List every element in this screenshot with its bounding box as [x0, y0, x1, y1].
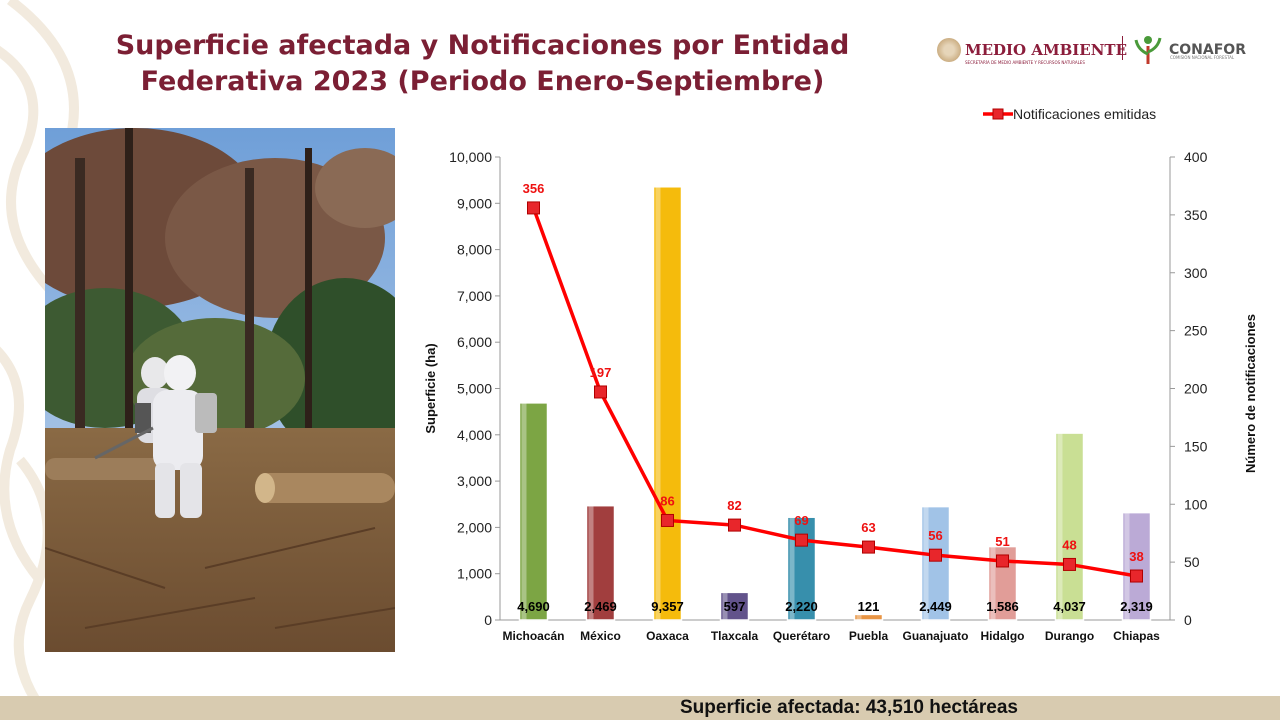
notification-marker: [728, 518, 741, 532]
notification-marker: [1063, 557, 1076, 571]
bar-highlight: [521, 402, 527, 620]
notification-value-label: 63: [861, 520, 875, 535]
left-axis-tick-label: 2,000: [457, 519, 492, 535]
bar-highlight: [655, 186, 661, 620]
notification-marker: [795, 533, 808, 547]
x-axis-category-label: Michoacán: [502, 629, 564, 643]
bar-value-label: 2,319: [1120, 599, 1153, 614]
notification-value-label: 48: [1062, 537, 1076, 552]
notification-value-label: 38: [1129, 549, 1143, 564]
left-axis-tick-label: 3,000: [457, 473, 492, 489]
notifications-line: [531, 207, 1137, 578]
x-axis-category-label: Querétaro: [773, 629, 830, 643]
bar-value-label: 2,469: [584, 599, 617, 614]
left-axis-tick-label: 7,000: [457, 288, 492, 304]
right-axis-tick-label: 150: [1184, 438, 1208, 454]
bar-highlight: [789, 517, 795, 620]
bar: [585, 504, 616, 621]
bar-value-label: 1,586: [986, 599, 1019, 614]
left-axis-tick-label: 8,000: [457, 242, 492, 258]
notification-value-label: 356: [523, 181, 545, 196]
x-axis-category-label: Chiapas: [1113, 629, 1160, 643]
notification-marker: [862, 540, 875, 554]
bar-highlight: [1057, 433, 1063, 620]
left-axis-tick-label: 6,000: [457, 334, 492, 350]
medio-ambiente-logo: MEDIO AMBIENTE SECRETARÍA DE MEDIO AMBIE…: [937, 30, 1127, 70]
conafor-logo-subtext: COMISIÓN NACIONAL FORESTAL: [1170, 55, 1235, 60]
legend-marker-swatch: [992, 108, 1004, 120]
right-axis-tick-label: 350: [1184, 207, 1208, 223]
bar: [652, 186, 683, 621]
bar: [1054, 432, 1085, 621]
notification-value-label: 86: [660, 493, 674, 508]
bar-highlight: [588, 505, 594, 620]
right-axis-title: Número de notificaciones: [1243, 314, 1258, 473]
notification-value-label: 51: [995, 534, 1009, 549]
right-axis-tick-label: 100: [1184, 496, 1208, 512]
right-axis-tick-label: 400: [1184, 149, 1208, 165]
bar-value-label: 4,037: [1053, 599, 1086, 614]
x-axis-category-label: Puebla: [849, 629, 889, 643]
bar: [719, 591, 750, 621]
page-title: Superficie afectada y Notificaciones por…: [80, 28, 885, 100]
x-axis-category-label: Durango: [1045, 629, 1094, 643]
conafor-tree-icon: [1134, 36, 1162, 64]
title-line-2: Federativa 2023 (Periodo Enero-Septiembr…: [140, 66, 825, 97]
right-axis-tick-label: 250: [1184, 323, 1208, 339]
left-axis-tick-label: 0: [484, 612, 492, 628]
footer-total-surface: Superficie afectada: 43,510 hectáreas: [680, 697, 1018, 718]
notification-marker: [1130, 569, 1143, 583]
right-axis-tick-label: 50: [1184, 554, 1200, 570]
left-axis-tick-label: 4,000: [457, 427, 492, 443]
left-axis-tick-label: 10,000: [449, 149, 492, 165]
bar-highlight: [856, 614, 862, 620]
x-axis-category-label: Tlaxcala: [711, 629, 759, 643]
notification-value-label: 197: [590, 365, 612, 380]
medio-ambiente-logo-text: MEDIO AMBIENTE: [965, 41, 1128, 59]
bar-value-label: 2,220: [785, 599, 818, 614]
bar-highlight: [923, 506, 929, 620]
notification-marker: [996, 554, 1009, 568]
notification-marker: [661, 513, 674, 527]
medio-ambiente-logo-subtext: SECRETARÍA DE MEDIO AMBIENTE Y RECURSOS …: [965, 60, 1085, 65]
bar: [853, 613, 884, 621]
chart: 0 1,000 2,000 3,000 4,000 5,000 6,000 7,000 8,00…: [423, 106, 1258, 643]
logo-divider: [1122, 36, 1123, 60]
left-axis-title: Superficie (ha): [423, 343, 438, 433]
bar: [518, 402, 549, 621]
bar-value-label: 2,449: [919, 599, 952, 614]
notification-value-label: 56: [928, 528, 942, 543]
x-axis-category-label: Guanajuato: [902, 629, 968, 643]
bar-highlight: [1124, 512, 1130, 620]
bar-value-label: 597: [724, 599, 746, 614]
bar-value-label: 4,690: [517, 599, 550, 614]
notification-marker: [594, 385, 607, 399]
right-axis-tick-label: 200: [1184, 381, 1208, 397]
right-axis-tick-label: 300: [1184, 265, 1208, 281]
footer-band: Superficie afectada: 43,510 hectáreas: [0, 696, 1280, 720]
forest-workers-photo: [45, 128, 395, 652]
notification-marker: [527, 201, 540, 215]
notification-value-label: 82: [727, 498, 741, 513]
legend-label: Notificaciones emitidas: [1013, 106, 1156, 122]
conafor-logo-text: CONAFOR: [1169, 42, 1246, 58]
bar: [1121, 511, 1152, 621]
left-axis-tick-label: 1,000: [457, 566, 492, 582]
title-line-1: Superficie afectada y Notificaciones por…: [115, 30, 850, 61]
bar-value-label: 121: [858, 599, 880, 614]
bar-highlight: [990, 546, 996, 620]
conafor-logo: CONAFOR COMISIÓN NACIONAL FORESTAL: [1130, 30, 1246, 70]
x-axis-category-label: México: [580, 629, 621, 643]
bar: [920, 505, 951, 621]
notification-marker: [929, 548, 942, 562]
bar-highlight: [722, 592, 728, 620]
left-axis-tick-label: 5,000: [457, 381, 492, 397]
notification-value-label: 69: [794, 513, 808, 528]
bar-value-label: 9,357: [651, 599, 684, 614]
x-axis-category-label: Oaxaca: [646, 629, 689, 643]
left-axis-tick-label: 9,000: [457, 195, 492, 211]
right-axis-tick-label: 0: [1184, 612, 1192, 628]
x-axis-category-label: Hidalgo: [981, 629, 1025, 643]
seal-icon: [937, 38, 961, 62]
